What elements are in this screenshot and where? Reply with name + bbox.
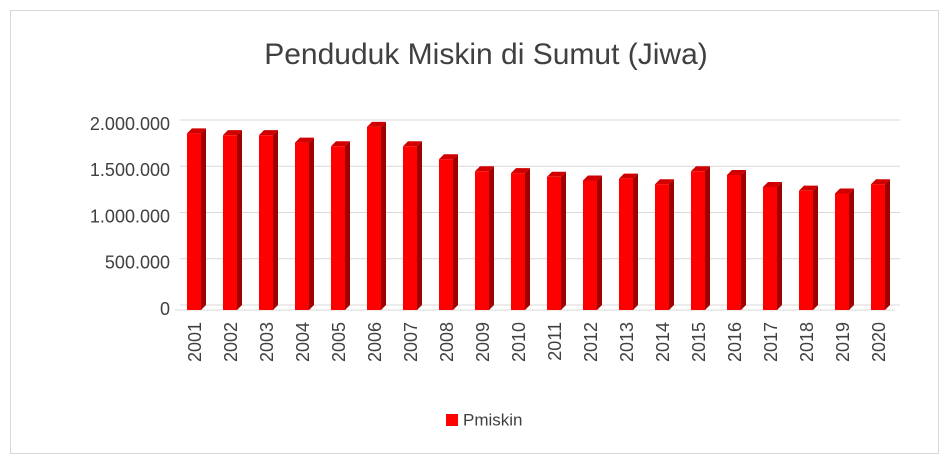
bar-side xyxy=(669,179,674,310)
x-tick-label: 2012 xyxy=(581,322,601,362)
bar-top xyxy=(655,179,674,185)
x-tick-label: 2003 xyxy=(257,322,277,362)
bar xyxy=(259,135,273,310)
x-tick-label: 2008 xyxy=(437,322,457,362)
x-tick-label: 2010 xyxy=(509,322,529,362)
x-tick-label: 2020 xyxy=(869,322,889,362)
bar-side xyxy=(345,141,350,310)
bar xyxy=(763,186,777,310)
bar xyxy=(727,174,741,310)
x-tick-label: 2016 xyxy=(725,322,745,362)
bar-top xyxy=(511,168,530,174)
chart-frame xyxy=(10,10,939,454)
x-tick-label: 2019 xyxy=(833,322,853,362)
chart-title: Penduduk Miskin di Sumut (Jiwa) xyxy=(264,38,708,71)
bar-side xyxy=(849,188,854,310)
bar-top xyxy=(727,169,746,175)
y-tick-label: 1.000.000 xyxy=(90,206,170,226)
bar xyxy=(331,146,345,310)
x-tick-label: 2018 xyxy=(797,322,817,362)
bar-top xyxy=(439,154,458,160)
x-tick-label: 2013 xyxy=(617,322,637,362)
bar xyxy=(547,176,561,310)
bar-side xyxy=(273,130,278,310)
bar xyxy=(475,171,489,310)
x-tick-label: 2009 xyxy=(473,322,493,362)
bar xyxy=(295,142,309,310)
bar-side xyxy=(417,141,422,310)
bar-side xyxy=(309,137,314,310)
bar-side xyxy=(201,128,206,310)
bar-top xyxy=(871,179,890,185)
bar-side xyxy=(381,121,386,310)
bar xyxy=(223,135,237,310)
y-tick-label: 1.500.000 xyxy=(90,160,170,180)
bar-side xyxy=(525,168,530,310)
bar-top xyxy=(475,166,494,172)
x-tick-label: 2015 xyxy=(689,322,709,362)
x-tick-label: 2007 xyxy=(401,322,421,362)
bar xyxy=(583,180,597,310)
y-tick-label: 2.000.000 xyxy=(90,114,170,134)
bar-top xyxy=(619,173,638,179)
bar-side xyxy=(561,171,566,310)
bar-side xyxy=(489,166,494,310)
bar-side xyxy=(237,130,242,310)
y-tick-label: 0 xyxy=(160,299,170,319)
y-tick-label: 500.000 xyxy=(105,253,170,273)
bar xyxy=(655,184,669,310)
bar xyxy=(871,184,885,310)
bar-side xyxy=(633,173,638,310)
bar-top xyxy=(295,137,314,143)
bar-top xyxy=(223,130,242,136)
legend-swatch xyxy=(446,414,458,426)
bar-side xyxy=(885,179,890,310)
bar-top xyxy=(367,121,386,127)
x-tick-label: 2004 xyxy=(293,322,313,362)
bar-top xyxy=(835,188,854,194)
x-tick-label: 2001 xyxy=(185,322,205,362)
bar-side xyxy=(741,169,746,310)
bar-side xyxy=(597,175,602,310)
bar xyxy=(439,159,453,310)
x-tick-label: 2005 xyxy=(329,322,349,362)
bar-side xyxy=(705,166,710,310)
bar-top xyxy=(763,181,782,187)
x-tick-label: 2014 xyxy=(653,322,673,362)
bar-top xyxy=(403,141,422,147)
x-tick-label: 2002 xyxy=(221,322,241,362)
bar xyxy=(187,133,201,310)
bar xyxy=(691,171,705,310)
bar-top xyxy=(799,185,818,191)
bar-top xyxy=(547,171,566,177)
bar-top xyxy=(583,175,602,181)
bar-top xyxy=(691,166,710,172)
bar xyxy=(403,146,417,310)
bar-top xyxy=(187,128,206,134)
x-tick-label: 2006 xyxy=(365,322,385,362)
bar xyxy=(799,190,813,310)
bar xyxy=(511,173,525,310)
bar xyxy=(367,126,381,310)
x-tick-label: 2011 xyxy=(545,322,565,361)
bar-side xyxy=(813,185,818,310)
x-tick-label: 2017 xyxy=(761,322,781,362)
bar-side xyxy=(777,181,782,310)
bar xyxy=(835,193,849,310)
bar xyxy=(619,178,633,310)
bar-top xyxy=(331,141,350,147)
legend-label: Pmiskin xyxy=(463,410,523,429)
bar-side xyxy=(453,154,458,310)
bar-top xyxy=(259,130,278,136)
